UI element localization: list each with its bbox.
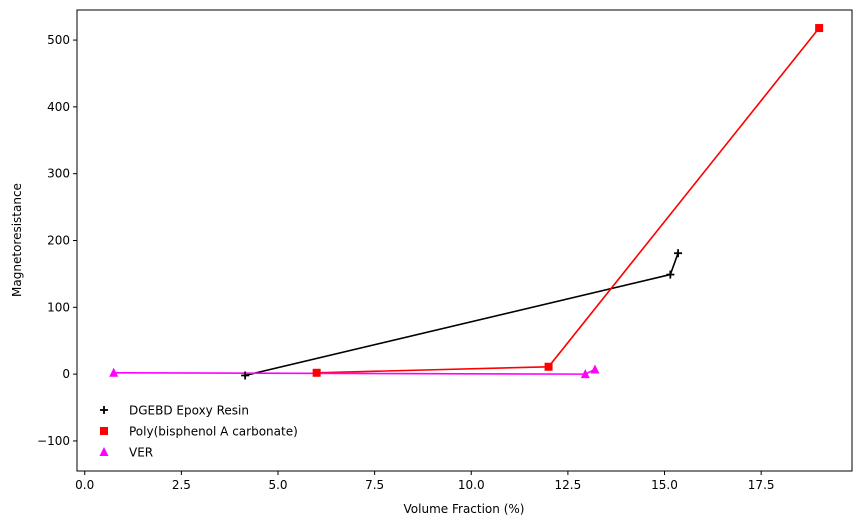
x-axis-label: Volume Fraction (%): [404, 502, 525, 516]
legend-marker: [99, 447, 109, 456]
legend-label: VER: [129, 446, 153, 460]
y-tick-label: 100: [47, 300, 70, 314]
x-tick-label: 17.5: [748, 478, 775, 492]
y-axis-ticks: −100 0 100 200 300 400 500: [37, 33, 77, 448]
legend-label: Poly(bisphenol A carbonate): [129, 425, 298, 439]
data-point: [312, 368, 321, 377]
y-tick-label: 0: [62, 367, 70, 381]
x-tick-label: 5.0: [268, 478, 287, 492]
x-tick-label: 0.0: [75, 478, 94, 492]
x-tick-label: 2.5: [172, 478, 191, 492]
x-tick-label: 10.0: [458, 478, 485, 492]
data-point: [544, 362, 553, 371]
y-axis-label: Magnetoresistance: [10, 183, 24, 297]
series-markers: [109, 24, 824, 380]
y-tick-label: 400: [47, 100, 70, 114]
legend-label: DGEBD Epoxy Resin: [129, 404, 249, 418]
data-point: [666, 270, 675, 279]
y-tick-label: −100: [37, 434, 70, 448]
y-tick-label: 300: [47, 167, 70, 181]
y-tick-label: 200: [47, 234, 70, 248]
data-point: [241, 371, 250, 380]
data-point: [815, 24, 824, 33]
data-point: [580, 369, 590, 379]
x-tick-label: 12.5: [555, 478, 582, 492]
legend-marker: [100, 427, 108, 435]
x-tick-label: 7.5: [365, 478, 384, 492]
x-tick-label: 15.0: [651, 478, 678, 492]
legend-marker: [100, 406, 108, 414]
data-point: [590, 364, 600, 374]
data-point: [674, 249, 683, 258]
legend: DGEBD Epoxy Resin Poly(bisphenol A carbon…: [99, 404, 298, 460]
y-tick-label: 500: [47, 33, 70, 47]
data-point: [109, 367, 119, 377]
x-axis-ticks: 0.0 2.5 5.0 7.5 10.0 12.5 15.0 17.5: [75, 471, 775, 492]
